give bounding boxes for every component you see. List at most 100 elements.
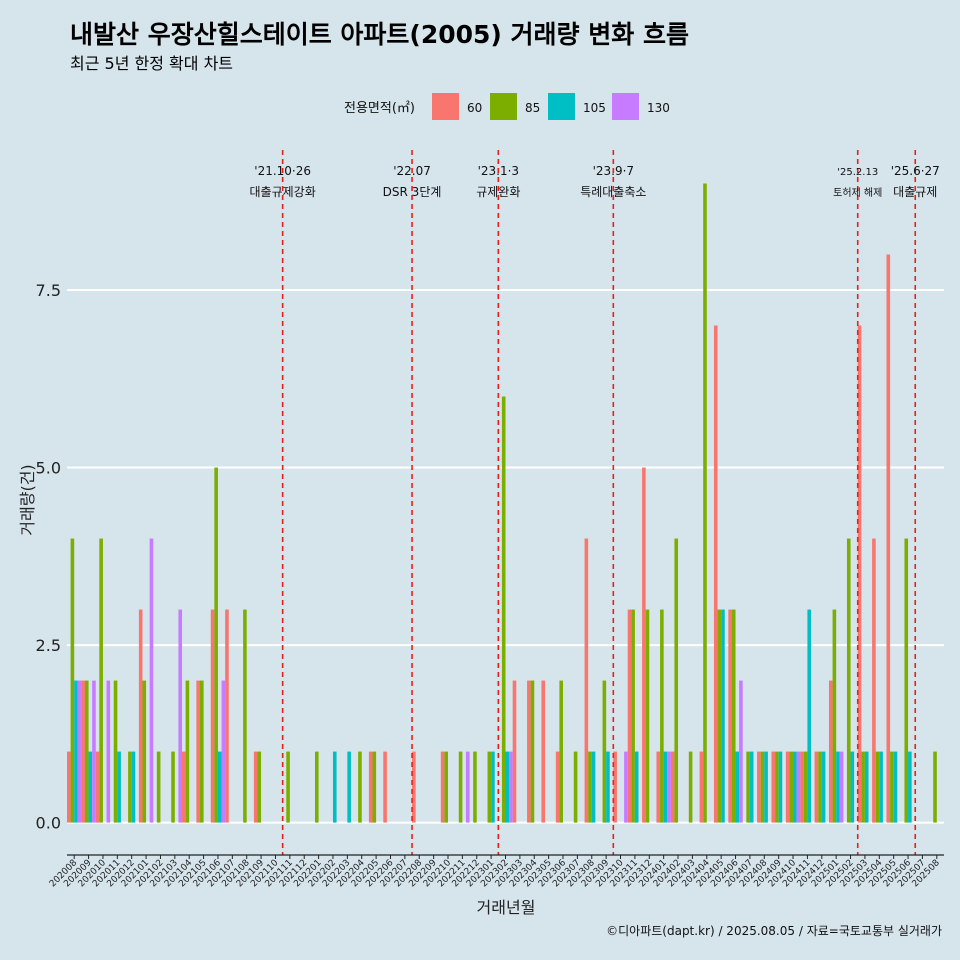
bar <box>886 254 891 823</box>
bar <box>465 751 470 823</box>
bar <box>739 680 743 823</box>
bar <box>789 751 794 823</box>
bar <box>749 751 754 823</box>
bar <box>803 751 808 823</box>
legend-swatch <box>612 93 639 120</box>
bar <box>746 751 750 823</box>
bar <box>210 609 215 823</box>
bar <box>663 751 668 823</box>
bar <box>512 680 517 823</box>
bar <box>77 680 82 823</box>
bar <box>501 396 506 823</box>
bar <box>92 680 96 823</box>
bar <box>332 751 337 823</box>
event-date-label: '22.07 <box>393 164 431 178</box>
bar <box>602 680 607 823</box>
bar <box>908 751 912 823</box>
bar <box>315 751 319 823</box>
bar <box>775 751 779 823</box>
bar <box>138 609 143 823</box>
bar <box>257 751 262 823</box>
bar <box>128 751 132 823</box>
bars <box>67 183 937 823</box>
bar <box>785 751 790 823</box>
bar <box>656 751 661 823</box>
bar <box>879 751 883 823</box>
bar <box>670 751 675 823</box>
bar <box>893 751 898 823</box>
x-axis-label: 거래년월 <box>477 898 536 917</box>
bar <box>149 538 154 823</box>
y-tick-label: 5.0 <box>36 459 61 478</box>
bar <box>764 751 768 823</box>
y-axis: 0.0 2.5 5.0 7.5 <box>36 281 61 833</box>
bar <box>199 680 204 823</box>
bar <box>530 680 535 823</box>
legend-label: 60 <box>467 101 482 115</box>
bar <box>778 751 783 823</box>
bar <box>412 751 416 823</box>
bar <box>473 751 477 823</box>
bar <box>631 609 635 823</box>
bar <box>491 751 495 823</box>
bar <box>857 325 862 823</box>
bar <box>821 751 826 823</box>
bar <box>721 609 725 823</box>
bar <box>760 751 765 823</box>
bar <box>509 751 513 823</box>
event-date-label: '21.10·26 <box>254 164 311 178</box>
bar <box>606 751 610 823</box>
bar <box>717 609 722 823</box>
bar <box>555 751 560 823</box>
bar <box>728 609 732 823</box>
bar <box>731 609 736 823</box>
bar <box>171 751 175 823</box>
bar <box>113 680 118 823</box>
bar <box>74 680 78 823</box>
bar <box>117 751 121 823</box>
bar <box>814 751 819 823</box>
bar <box>642 467 646 823</box>
bar <box>131 751 136 823</box>
bar <box>688 751 693 823</box>
bar <box>156 751 161 823</box>
bar <box>584 538 589 823</box>
bar <box>487 751 492 823</box>
bar <box>70 538 75 823</box>
bar <box>836 751 840 823</box>
event-desc-label: 대출규제 <box>893 185 937 199</box>
bar <box>588 751 592 823</box>
bar <box>933 751 937 823</box>
bar <box>703 183 707 823</box>
bar <box>757 751 761 823</box>
bar <box>182 751 186 823</box>
event-desc-label: 대출규제강화 <box>250 185 316 199</box>
bar <box>221 680 226 823</box>
bar <box>674 538 679 823</box>
bar <box>793 751 797 823</box>
bar <box>828 680 833 823</box>
bar <box>178 609 183 823</box>
legend-label: 85 <box>525 101 540 115</box>
bar <box>214 467 218 823</box>
bar <box>864 751 869 823</box>
bar <box>196 680 200 823</box>
chart-title: 내발산 우장산힐스테이트 아파트(2005) 거래량 변화 흐름 <box>70 20 689 49</box>
legend-label: 130 <box>647 101 670 115</box>
legend: 전용면적(㎡) 60 85 105 130 <box>344 93 670 120</box>
bar <box>699 751 704 823</box>
bar <box>634 751 639 823</box>
legend-swatch <box>548 93 575 120</box>
bar <box>818 751 822 823</box>
bar <box>839 751 844 823</box>
event-date-label: '25.6·27 <box>891 164 940 178</box>
legend-swatch <box>432 93 459 120</box>
legend-swatch <box>490 93 517 120</box>
bar <box>807 609 812 823</box>
bar <box>243 609 247 823</box>
event-desc-label: 토허제 해제 <box>833 186 882 199</box>
bar <box>81 680 85 823</box>
bar <box>541 680 546 823</box>
x-axis: 2020082020092020102020112020122021012021… <box>48 854 944 889</box>
